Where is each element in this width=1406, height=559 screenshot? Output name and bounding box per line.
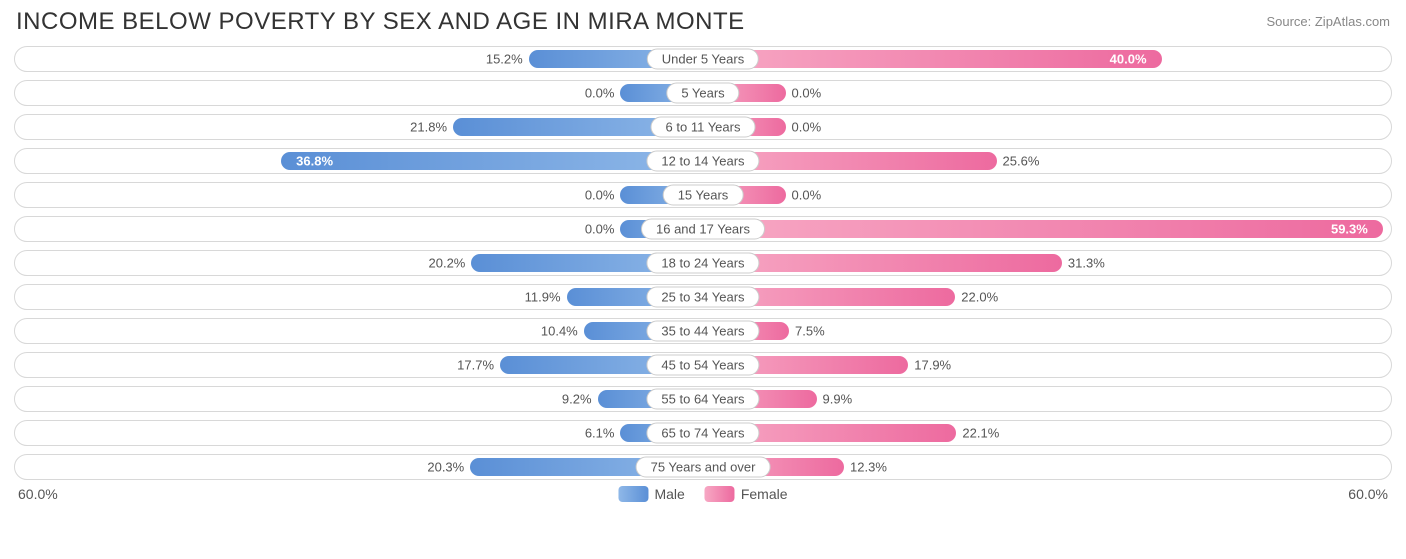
category-badge: Under 5 Years <box>647 49 759 70</box>
axis-right-label: 60.0% <box>1348 486 1388 502</box>
male-value-label: 20.2% <box>429 256 466 271</box>
legend-male-swatch <box>618 486 648 502</box>
category-badge: 75 Years and over <box>636 457 771 478</box>
female-value-label: 25.6% <box>1003 154 1040 169</box>
chart-row: 0.0% 59.3% 16 and 17 Years <box>14 216 1392 242</box>
category-badge: 6 to 11 Years <box>651 117 756 138</box>
male-value-label: 36.8% <box>296 154 333 169</box>
category-badge: 18 to 24 Years <box>646 253 759 274</box>
female-value-label: 22.0% <box>961 290 998 305</box>
legend-male: Male <box>618 486 684 502</box>
female-value-label: 40.0% <box>1110 52 1147 67</box>
legend-male-label: Male <box>654 486 684 502</box>
female-value-label: 0.0% <box>792 86 822 101</box>
chart-row: 0.0% 0.0% 5 Years <box>14 80 1392 106</box>
chart-row: 11.9% 22.0% 25 to 34 Years <box>14 284 1392 310</box>
chart-row: 0.0% 0.0% 15 Years <box>14 182 1392 208</box>
male-value-label: 15.2% <box>486 52 523 67</box>
chart-row: 6.1% 22.1% 65 to 74 Years <box>14 420 1392 446</box>
chart-row: 20.2% 31.3% 18 to 24 Years <box>14 250 1392 276</box>
male-value-label: 17.7% <box>457 358 494 373</box>
female-value-label: 31.3% <box>1068 256 1105 271</box>
chart-row: 10.4% 7.5% 35 to 44 Years <box>14 318 1392 344</box>
legend-female-label: Female <box>741 486 788 502</box>
chart-row: 15.2% 40.0% Under 5 Years <box>14 46 1392 72</box>
male-bar <box>281 152 703 170</box>
female-value-label: 0.0% <box>792 120 822 135</box>
male-value-label: 6.1% <box>585 426 615 441</box>
category-badge: 5 Years <box>666 83 739 104</box>
female-value-label: 22.1% <box>962 426 999 441</box>
female-value-label: 7.5% <box>795 324 825 339</box>
category-badge: 16 and 17 Years <box>641 219 765 240</box>
category-badge: 35 to 44 Years <box>646 321 759 342</box>
male-value-label: 10.4% <box>541 324 578 339</box>
female-value-label: 0.0% <box>792 188 822 203</box>
chart-row: 9.2% 9.9% 55 to 64 Years <box>14 386 1392 412</box>
axis-left-label: 60.0% <box>18 486 58 502</box>
legend-female-swatch <box>705 486 735 502</box>
chart-row: 17.7% 17.9% 45 to 54 Years <box>14 352 1392 378</box>
male-value-label: 11.9% <box>525 290 561 305</box>
category-badge: 15 Years <box>663 185 744 206</box>
legend: Male Female <box>618 486 787 502</box>
female-bar <box>703 50 1162 68</box>
chart-header: INCOME BELOW POVERTY BY SEX AND AGE IN M… <box>0 0 1406 40</box>
category-badge: 55 to 64 Years <box>646 389 759 410</box>
chart-area: 15.2% 40.0% Under 5 Years 0.0% 0.0% 5 Years 21… <box>0 40 1406 480</box>
female-value-label: 17.9% <box>914 358 951 373</box>
male-value-label: 0.0% <box>585 86 615 101</box>
category-badge: 45 to 54 Years <box>646 355 759 376</box>
category-badge: 25 to 34 Years <box>646 287 759 308</box>
chart-source: Source: ZipAtlas.com <box>1266 14 1390 29</box>
chart-row: 20.3% 12.3% 75 Years and over <box>14 454 1392 480</box>
female-bar <box>703 220 1383 238</box>
chart-row: 36.8% 25.6% 12 to 14 Years <box>14 148 1392 174</box>
male-value-label: 20.3% <box>427 460 464 475</box>
male-value-label: 0.0% <box>585 188 615 203</box>
female-value-label: 9.9% <box>823 392 853 407</box>
legend-female: Female <box>705 486 788 502</box>
category-badge: 12 to 14 Years <box>646 151 759 172</box>
male-value-label: 0.0% <box>585 222 615 237</box>
male-value-label: 9.2% <box>562 392 592 407</box>
male-value-label: 21.8% <box>410 120 447 135</box>
category-badge: 65 to 74 Years <box>646 423 759 444</box>
chart-row: 21.8% 0.0% 6 to 11 Years <box>14 114 1392 140</box>
female-value-label: 12.3% <box>850 460 887 475</box>
axis-row: 60.0% Male Female 60.0% <box>0 486 1406 502</box>
chart-title: INCOME BELOW POVERTY BY SEX AND AGE IN M… <box>16 8 745 36</box>
female-value-label: 59.3% <box>1331 222 1368 237</box>
